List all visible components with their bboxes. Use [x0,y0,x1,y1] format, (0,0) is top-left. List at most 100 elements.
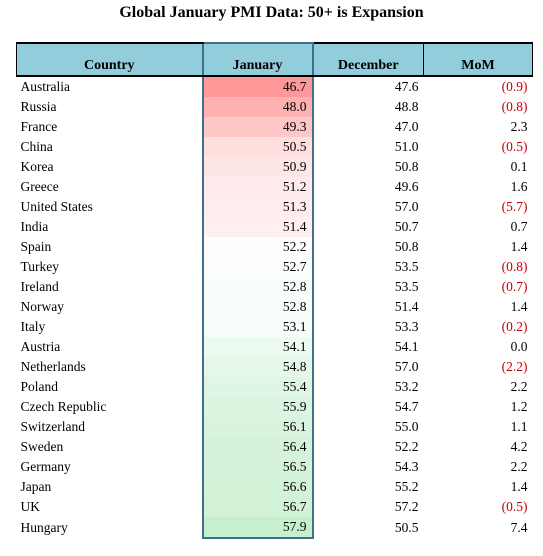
january-cell: 55.4 [201,377,314,397]
table-row: Sweden 56.4 52.2 4.2 [17,437,533,457]
mom-cell: 4.2 [510,439,528,454]
december-cell: 54.3 [394,459,419,474]
december-cell: 55.2 [394,479,419,494]
december-cell: 57.0 [394,199,419,214]
country-cell: Greece [20,179,59,194]
january-cell: 48.0 [201,97,314,117]
december-cell: 51.0 [394,139,419,154]
january-cell: 56.6 [201,477,314,497]
january-cell: 50.9 [201,157,314,177]
country-cell: Russia [20,99,57,114]
table-row: Norway 52.8 51.4 1.4 [17,297,533,317]
table-body: Australia 46.7 47.6 (0.9) Russia 48.0 48.8 (0.8… [17,76,533,539]
table-row: Greece 51.2 49.6 1.6 [17,177,533,197]
country-cell: Ireland [20,279,59,294]
mom-cell: 0.1 [510,159,528,174]
january-cell: 54.1 [201,337,314,357]
december-cell: 53.5 [394,259,419,274]
pmi-table: Country January December MoM Australia 46… [16,42,533,539]
mom-cell: (0.5) [501,139,528,154]
january-cell: 51.2 [201,177,314,197]
january-cell: 56.4 [201,437,314,457]
country-cell: Sweden [20,439,64,454]
mom-cell: 0.7 [510,219,528,234]
country-cell: Korea [20,159,54,174]
table-row: Czech Republic 55.9 54.7 1.2 [17,397,533,417]
december-cell: 54.1 [394,339,419,354]
january-cell: 52.8 [201,277,314,297]
january-cell: 53.1 [201,317,314,337]
december-cell: 57.0 [394,359,419,374]
december-cell: 50.5 [394,519,419,535]
table-row: UK 56.7 57.2 (0.5) [17,497,533,517]
mom-cell: 1.4 [510,299,528,314]
mom-cell: 7.4 [510,519,528,535]
mom-cell: (5.7) [501,199,528,214]
january-cell: 56.5 [201,457,314,477]
mom-cell: 2.2 [510,459,528,474]
table-row: Ireland 52.8 53.5 (0.7) [17,277,533,297]
january-cell: 57.9 [201,517,314,539]
mom-cell: 1.4 [510,239,528,254]
december-cell: 52.2 [394,439,419,454]
country-cell: Spain [20,239,52,254]
january-cell: 54.8 [201,357,314,377]
table-row: United States 51.3 57.0 (5.7) [17,197,533,217]
country-cell: Turkey [20,259,60,274]
table-row: China 50.5 51.0 (0.5) [17,137,533,157]
january-cell: 52.2 [201,237,314,257]
table-row: India 51.4 50.7 0.7 [17,217,533,237]
column-header-january: January [201,42,314,77]
country-cell: India [20,219,49,234]
table-row: Japan 56.6 55.2 1.4 [17,477,533,497]
january-cell: 49.3 [201,117,314,137]
january-cell: 51.4 [201,217,314,237]
december-cell: 47.6 [394,79,419,94]
table-row: Australia 46.7 47.6 (0.9) [17,76,533,97]
table-row: Poland 55.4 53.2 2.2 [17,377,533,397]
country-cell: Italy [20,319,46,334]
table-row: France 49.3 47.0 2.3 [17,117,533,137]
january-cell: 46.7 [201,76,314,97]
december-cell: 50.7 [394,219,419,234]
table-title: Global January PMI Data: 50+ is Expansio… [119,4,424,21]
january-cell: 56.7 [201,497,314,517]
mom-cell: 2.2 [510,379,528,394]
mom-cell: (0.5) [501,499,528,514]
january-cell: 50.5 [201,137,314,157]
december-cell: 50.8 [394,159,419,174]
mom-cell: 2.3 [510,119,528,134]
country-cell: China [20,139,53,154]
december-cell: 51.4 [394,299,419,314]
country-cell: Czech Republic [20,399,107,414]
mom-cell: 1.6 [510,179,528,194]
country-cell: Hungary [20,519,68,535]
december-cell: 53.3 [394,319,419,334]
january-cell: 52.8 [201,297,314,317]
table-row: Germany 56.5 54.3 2.2 [17,457,533,477]
mom-cell: (0.7) [501,279,528,294]
mom-cell: 0.0 [510,339,528,354]
december-cell: 53.5 [394,279,419,294]
december-cell: 54.7 [394,399,419,414]
december-cell: 47.0 [394,119,419,134]
mom-cell: (0.9) [501,79,528,94]
table-row: Spain 52.2 50.8 1.4 [17,237,533,257]
january-cell: 52.7 [201,257,314,277]
table-row: Hungary 57.9 50.5 7.4 [17,517,533,539]
december-cell: 49.6 [394,179,419,194]
december-cell: 53.2 [394,379,419,394]
mom-cell: 1.4 [510,479,528,494]
country-cell: Norway [20,299,65,314]
country-cell: Germany [20,459,71,474]
mom-cell: (0.8) [501,99,528,114]
mom-cell: (0.8) [501,259,528,274]
header-row: Country January December MoM [16,42,533,77]
column-header-country: Country [16,42,203,77]
december-cell: 55.0 [394,419,419,434]
country-cell: Switzerland [20,419,85,434]
table-row: Korea 50.9 50.8 0.1 [17,157,533,177]
mom-cell: (2.2) [501,359,528,374]
december-cell: 50.8 [394,239,419,254]
table-row: Austria 54.1 54.1 0.0 [17,337,533,357]
